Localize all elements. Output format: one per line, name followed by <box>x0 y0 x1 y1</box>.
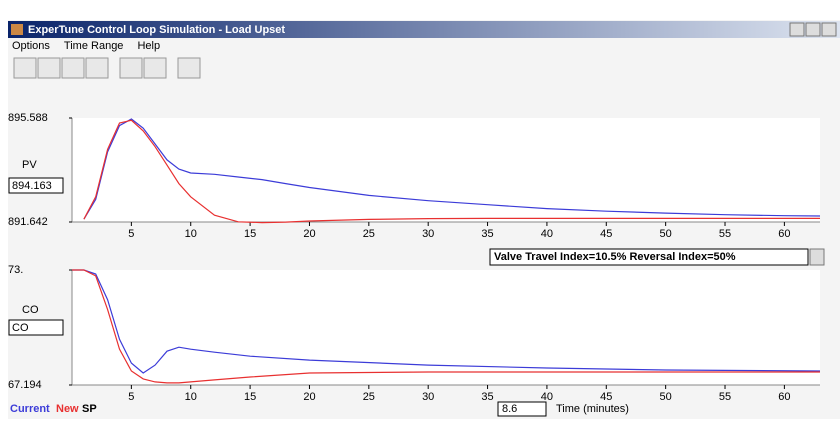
x-tick-label: 45 <box>600 228 612 240</box>
tool-button[interactable] <box>178 58 200 78</box>
time-label: Time (minutes) <box>556 403 629 415</box>
x-tick-label: 50 <box>660 228 672 240</box>
x-tick-label: 15 <box>244 228 256 240</box>
x-tick-label: 25 <box>363 391 375 403</box>
y-tick-label: 73. <box>8 264 23 276</box>
value-field-text: 894.163 <box>12 180 52 192</box>
value-field-text: CO <box>12 322 29 334</box>
tool-button[interactable] <box>62 58 84 78</box>
x-tick-label: 35 <box>481 391 493 403</box>
y-tick-label: 67.194 <box>8 379 42 391</box>
x-tick-label: 5 <box>128 228 134 240</box>
y-label: PV <box>22 159 37 171</box>
x-tick-label: 55 <box>719 391 731 403</box>
menu-item[interactable]: Options <box>12 40 50 52</box>
page: ExperTune Control Loop Simulation - Load… <box>0 0 840 419</box>
time-value: 8.6 <box>502 403 517 415</box>
menu-item[interactable]: Help <box>137 40 160 52</box>
menu-item[interactable]: Time Range <box>64 40 124 52</box>
window-title: ExperTune Control Loop Simulation - Load… <box>28 24 285 36</box>
x-tick-label: 5 <box>128 391 134 403</box>
spin-button[interactable] <box>810 249 824 265</box>
plot-area <box>72 270 820 385</box>
x-tick-label: 60 <box>778 228 790 240</box>
y-label: CO <box>22 304 39 316</box>
x-tick-label: 35 <box>481 228 493 240</box>
tool-button[interactable] <box>14 58 36 78</box>
plot-area <box>72 118 820 222</box>
x-tick-label: 25 <box>363 228 375 240</box>
x-tick-label: 30 <box>422 228 434 240</box>
x-tick-label: 60 <box>778 391 790 403</box>
legend-current: Current <box>10 403 50 415</box>
legend-sp: SP <box>82 403 97 415</box>
app-icon <box>11 24 23 35</box>
valve-index: Valve Travel Index=10.5% Reversal Index=… <box>494 251 736 263</box>
x-tick-label: 10 <box>185 228 197 240</box>
x-tick-label: 45 <box>600 391 612 403</box>
x-tick-label: 10 <box>185 391 197 403</box>
tool-button[interactable] <box>38 58 60 78</box>
y-tick-label: 895.588 <box>8 112 48 124</box>
tool-button[interactable] <box>86 58 108 78</box>
y-tick-label: 891.642 <box>8 216 48 228</box>
minimize-button[interactable] <box>790 23 804 36</box>
x-tick-label: 55 <box>719 228 731 240</box>
tool-button[interactable] <box>144 58 166 78</box>
x-tick-label: 50 <box>660 391 672 403</box>
x-tick-label: 20 <box>303 228 315 240</box>
x-tick-label: 20 <box>303 391 315 403</box>
menu-bar: Options Time Range Help <box>12 40 160 52</box>
maximize-button[interactable] <box>806 23 820 36</box>
x-tick-label: 15 <box>244 391 256 403</box>
x-tick-label: 40 <box>541 228 553 240</box>
app-window: ExperTune Control Loop Simulation - Load… <box>0 0 840 419</box>
x-tick-label: 40 <box>541 391 553 403</box>
x-tick-label: 30 <box>422 391 434 403</box>
legend-new: New <box>56 403 79 415</box>
close-button[interactable] <box>822 23 836 36</box>
tool-button[interactable] <box>120 58 142 78</box>
